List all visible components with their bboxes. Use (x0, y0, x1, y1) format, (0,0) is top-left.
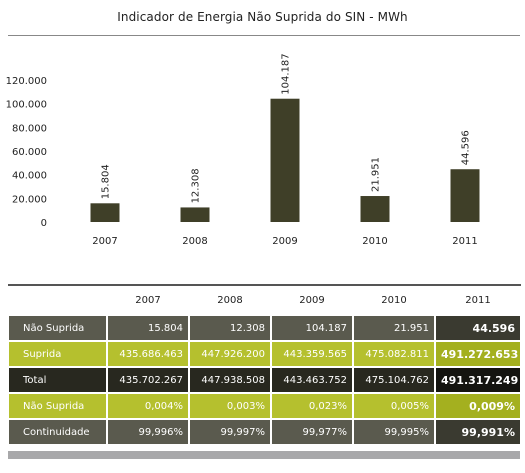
row-label: Total (7, 366, 108, 394)
header-cell-year: 2009 (271, 284, 353, 315)
table-cell: 12.308 (188, 314, 272, 342)
table-cell: 447.926.200 (188, 340, 272, 368)
row-label: Suprida (7, 340, 108, 368)
header-cell-year: 2010 (353, 284, 435, 315)
table-cell: 0,023% (270, 392, 354, 420)
x-tick-label: 2008 (182, 236, 207, 247)
header-cell (8, 284, 107, 315)
table-cell: 99,997% (188, 418, 272, 446)
table-cell: 435.686.463 (106, 340, 190, 368)
table-cell: 475.082.811 (352, 340, 436, 368)
table-cell: 475.104.762 (352, 366, 436, 394)
table-row: Continuidade 99,996% 99,997% 99,977% 99,… (7, 418, 522, 446)
chart-title: Indicador de Energia Não Suprida do SIN … (117, 10, 408, 24)
x-tick-label: 2007 (92, 236, 117, 247)
header-cell-year: 2007 (107, 284, 189, 315)
row-label: Não Suprida (7, 314, 108, 342)
table-cell: 447.938.508 (188, 366, 272, 394)
table-cell: 0,004% (106, 392, 190, 420)
table-cell: 443.359.565 (270, 340, 354, 368)
row-label: Continuidade (7, 418, 108, 446)
y-tick-label: 120.000 (6, 76, 47, 87)
bar-value-label: 21.951 (371, 157, 382, 192)
bar-value-label: 44.596 (461, 130, 472, 165)
table-row: Suprida 435.686.463 447.926.200 443.359.… (7, 340, 522, 368)
bar-chart: 0 20.000 40.000 60.000 80.000 100.000 120.000 1… (6, 53, 480, 247)
bar-2008 (180, 207, 210, 222)
table-cell: 99,996% (106, 418, 190, 446)
bar-2010 (360, 196, 390, 222)
row-label: Não Suprida (7, 392, 108, 420)
header-cell-year: 2011 (435, 284, 521, 315)
x-tick-label: 2011 (452, 236, 477, 247)
bar-2009 (270, 98, 300, 222)
table-cell: 15.804 (106, 314, 190, 342)
title-divider (8, 35, 520, 36)
table-cell-highlight: 99,991% (434, 418, 522, 446)
table-header-row: 2007 2008 2009 2010 2011 (8, 284, 521, 315)
y-tick-label: 80.000 (12, 123, 47, 134)
table-cell: 0,005% (352, 392, 436, 420)
x-tick-label: 2010 (362, 236, 387, 247)
table-row: Não Suprida 15.804 12.308 104.187 21.951… (7, 314, 522, 342)
table-cell: 443.463.752 (270, 366, 354, 394)
table-cell-highlight: 0,009% (434, 392, 522, 420)
bar-value-label: 104.187 (281, 53, 292, 94)
table-cell: 104.187 (270, 314, 354, 342)
y-tick-label: 100.000 (6, 100, 47, 111)
y-tick-label: 0 (41, 218, 47, 229)
y-tick-label: 60.000 (12, 147, 47, 158)
bar-2011 (450, 169, 480, 222)
table-cell-highlight: 44.596 (434, 314, 522, 342)
table-cell-highlight: 491.272.653 (434, 340, 522, 368)
table-row: Total 435.702.267 447.938.508 443.463.75… (7, 366, 522, 394)
table-row: Não Suprida 0,004% 0,003% 0,023% 0,005% … (7, 392, 522, 420)
y-tick-label: 40.000 (12, 171, 47, 182)
table-cell: 99,977% (270, 418, 354, 446)
table-cell-highlight: 491.317.249 (434, 366, 522, 394)
bar-value-label: 12.308 (191, 168, 202, 203)
y-tick-label: 20.000 (12, 194, 47, 205)
header-cell-year: 2008 (189, 284, 271, 315)
bottom-bar (8, 451, 520, 459)
bar-2007 (90, 203, 120, 222)
bar-value-label: 15.804 (101, 164, 112, 199)
table-cell: 0,003% (188, 392, 272, 420)
table-cell: 99,995% (352, 418, 436, 446)
table-cell: 21.951 (352, 314, 436, 342)
table-cell: 435.702.267 (106, 366, 190, 394)
x-tick-label: 2009 (272, 236, 297, 247)
energy-data-table: 2007 2008 2009 2010 2011 Não Suprida 15.… (7, 284, 522, 446)
